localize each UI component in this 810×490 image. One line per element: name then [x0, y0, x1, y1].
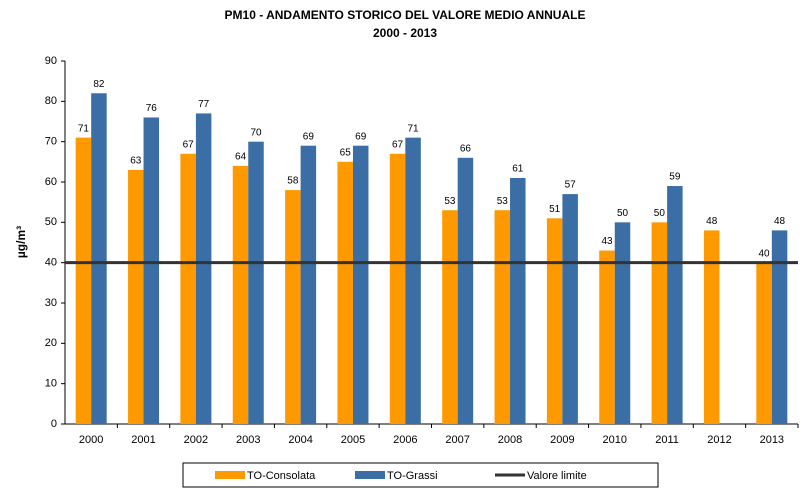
bar [494, 210, 511, 424]
y-tick-label: 60 [45, 176, 57, 188]
bar [771, 230, 788, 424]
x-tick-label: 2010 [603, 434, 627, 446]
legend-swatch [355, 471, 385, 479]
bar [651, 222, 668, 424]
value-label: 48 [706, 216, 718, 227]
y-tick-label: 0 [51, 418, 57, 430]
x-tick-label: 2002 [184, 434, 208, 446]
value-label: 66 [460, 143, 472, 154]
y-tick-label: 50 [45, 216, 57, 228]
y-tick-label: 90 [45, 55, 57, 67]
x-tick-label: 2013 [760, 434, 784, 446]
bar [562, 194, 578, 424]
x-tick-label: 2008 [498, 434, 522, 446]
bar [352, 145, 369, 424]
value-label: 76 [146, 103, 158, 114]
bar [337, 161, 353, 425]
bar [405, 137, 421, 424]
x-tick-label: 2005 [341, 434, 365, 446]
value-label: 77 [198, 99, 210, 110]
bar [546, 218, 563, 424]
bar [442, 210, 458, 424]
bar [248, 141, 264, 424]
legend-label: Valore limite [527, 470, 587, 482]
x-tick-label: 2003 [236, 434, 260, 446]
bar [232, 165, 249, 424]
y-tick-label: 80 [45, 95, 57, 107]
x-tick-label: 2007 [445, 434, 469, 446]
x-tick-label: 2006 [393, 434, 417, 446]
bar [667, 186, 683, 424]
y-tick-label: 20 [45, 337, 57, 349]
y-tick-label: 10 [45, 378, 57, 390]
bar [91, 93, 107, 425]
x-tick-label: 2009 [550, 434, 574, 446]
value-label: 53 [444, 196, 456, 207]
value-label: 59 [669, 172, 681, 183]
chart-subtitle: 2000 - 2013 [373, 26, 437, 40]
bar [703, 230, 720, 424]
bar [128, 169, 144, 424]
value-label: 53 [497, 196, 509, 207]
value-label: 82 [93, 79, 105, 90]
x-tick-label: 2001 [131, 434, 155, 446]
value-label: 61 [512, 164, 524, 175]
bar [614, 222, 631, 424]
x-tick-label: 2000 [79, 434, 103, 446]
legend-box [182, 462, 659, 488]
bar [143, 117, 160, 424]
x-tick-label: 2004 [288, 434, 312, 446]
bar [75, 137, 92, 424]
value-label: 48 [774, 216, 786, 227]
y-tick-label: 40 [45, 257, 57, 269]
value-label: 65 [340, 147, 352, 158]
bar [195, 113, 212, 424]
legend-swatch [215, 471, 245, 479]
bar [599, 250, 615, 424]
y-axis-label: µg/m³ [14, 226, 28, 258]
bar [510, 177, 526, 424]
value-label: 63 [130, 156, 142, 167]
value-label: 69 [303, 131, 315, 142]
value-label: 43 [601, 236, 613, 247]
value-label: 40 [759, 248, 771, 259]
value-label: 64 [235, 152, 247, 163]
bar [180, 153, 196, 424]
chart-title: PM10 - ANDAMENTO STORICO DEL VALORE MEDI… [225, 8, 586, 22]
bar [300, 145, 317, 424]
x-tick-label: 2011 [655, 434, 679, 446]
value-label: 67 [392, 139, 404, 150]
legend-label: TO-Grassi [387, 470, 438, 482]
y-tick-label: 30 [45, 297, 57, 309]
value-label: 71 [408, 123, 420, 134]
y-tick-label: 70 [45, 136, 57, 148]
bar [457, 157, 474, 425]
bar [285, 190, 301, 424]
value-label: 67 [183, 139, 195, 150]
value-label: 50 [654, 208, 666, 219]
x-tick-label: 2012 [707, 434, 731, 446]
value-label: 69 [355, 131, 367, 142]
value-label: 50 [617, 208, 629, 219]
bar [756, 262, 772, 424]
legend-label: TO-Consolata [247, 470, 316, 482]
value-label: 57 [565, 180, 577, 191]
value-label: 71 [78, 123, 90, 134]
bar [389, 153, 406, 424]
value-label: 58 [287, 176, 299, 187]
value-label: 51 [549, 204, 561, 215]
value-label: 70 [250, 127, 262, 138]
